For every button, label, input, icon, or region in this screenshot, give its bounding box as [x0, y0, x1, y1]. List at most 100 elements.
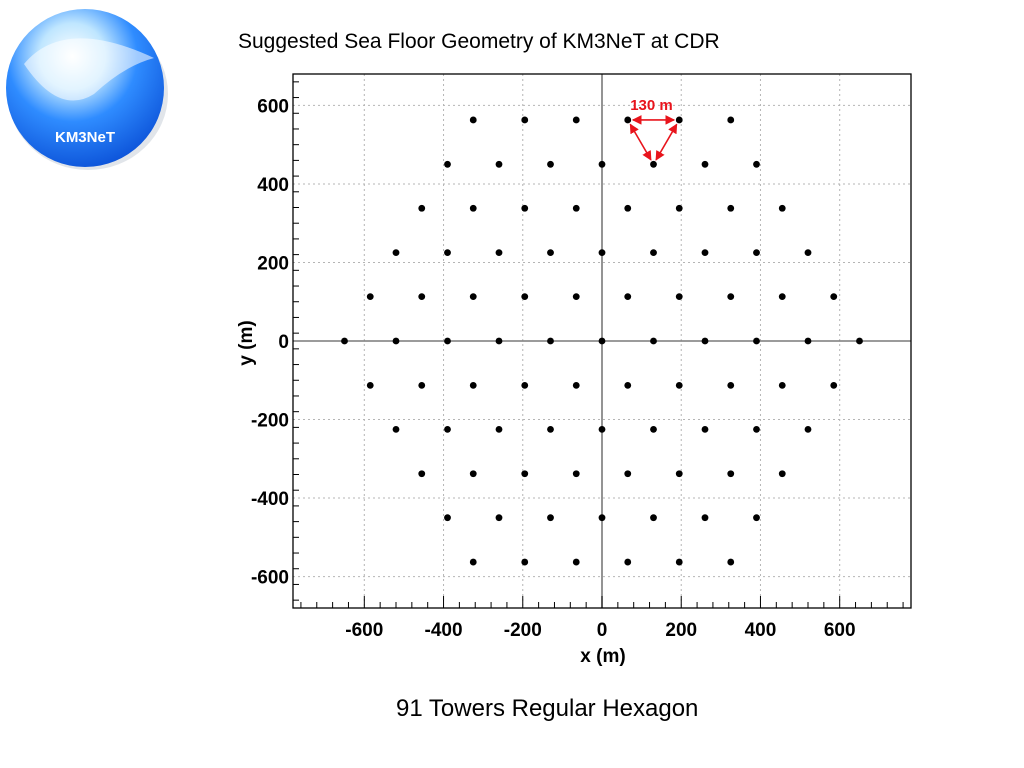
tower-point — [418, 470, 426, 478]
tower-point — [753, 249, 760, 257]
tower-point — [598, 514, 606, 522]
tower-point — [444, 425, 451, 433]
tower-point — [778, 204, 786, 212]
tower-point — [547, 425, 554, 433]
tower-point — [495, 514, 503, 522]
y-tick-label: 600 — [257, 96, 289, 117]
km3net-logo: KM3NeT — [6, 9, 168, 170]
tower-point — [469, 558, 477, 566]
tower-point — [495, 425, 503, 433]
tower-point — [469, 204, 477, 212]
tower-point — [598, 160, 606, 168]
tower-point — [521, 558, 529, 566]
tower-point — [392, 249, 400, 257]
tower-point — [392, 337, 400, 345]
tower-point — [624, 470, 632, 478]
tower-point — [830, 381, 838, 389]
tower-point — [444, 160, 451, 168]
spacing-annotation: 130 m — [629, 97, 678, 161]
logo-text: KM3NeT — [55, 129, 115, 146]
tower-point — [547, 514, 554, 522]
x-axis-label: x (m) — [580, 646, 625, 667]
tower-point — [624, 204, 632, 212]
tower-point — [675, 381, 683, 389]
spacing-arrow-right — [655, 123, 678, 161]
tower-point — [341, 337, 348, 345]
tower-point — [495, 337, 503, 345]
tower-point — [598, 337, 606, 345]
tower-point — [804, 249, 812, 257]
x-tick-label: -400 — [425, 620, 463, 641]
tower-point — [727, 116, 735, 124]
tower-point — [366, 293, 374, 301]
tower-point — [624, 116, 632, 124]
x-tick-label: 200 — [665, 620, 697, 641]
tower-point — [701, 425, 709, 433]
tower-point — [675, 558, 683, 566]
x-tick-label: 400 — [745, 620, 777, 641]
tower-point — [598, 425, 606, 433]
x-tick-label: 0 — [597, 620, 608, 641]
tower-point — [469, 293, 477, 301]
tower-point — [727, 470, 735, 478]
tower-point — [675, 470, 683, 478]
tower-point — [521, 116, 529, 124]
tower-point — [727, 381, 735, 389]
tower-point — [701, 337, 709, 345]
tower-point — [521, 204, 529, 212]
y-tick-label: 200 — [257, 253, 289, 274]
y-tick-label: -200 — [251, 411, 289, 432]
tower-point — [650, 160, 657, 168]
tower-point — [392, 425, 400, 433]
tower-point — [778, 470, 786, 478]
tower-point — [521, 470, 529, 478]
tower-point — [444, 337, 451, 345]
tower-point — [778, 381, 786, 389]
caption: 91 Towers Regular Hexagon — [396, 695, 699, 722]
tower-point — [701, 160, 709, 168]
tower-point — [701, 514, 709, 522]
tower-point — [418, 293, 426, 301]
tower-point — [753, 514, 760, 522]
tower-point — [366, 381, 374, 389]
tick-layer: -600 -400 -200 0 200 400 600 -600 -400 -200 0 200 40… — [251, 81, 904, 641]
y-tick-label: 400 — [257, 175, 289, 196]
tower-point — [547, 160, 554, 168]
tower-point — [572, 204, 580, 212]
tower-point — [469, 470, 477, 478]
tower-point — [547, 337, 554, 345]
y-axis-label: y (m) — [236, 320, 257, 365]
tower-point — [572, 381, 580, 389]
tower-point — [469, 381, 477, 389]
y-tick-label: -600 — [251, 568, 289, 589]
tower-point — [598, 249, 606, 257]
tower-point — [418, 204, 426, 212]
tower-point — [753, 160, 760, 168]
tower-point — [727, 293, 735, 301]
tower-point — [624, 381, 632, 389]
tower-point — [650, 514, 657, 522]
y-tick-label: -400 — [251, 489, 289, 510]
spacing-arrow-left — [629, 123, 652, 161]
tower-point — [469, 116, 477, 124]
x-tick-label: -200 — [504, 620, 542, 641]
tower-point — [572, 293, 580, 301]
x-tick-label: -600 — [345, 620, 383, 641]
tower-point — [444, 514, 451, 522]
tower-point — [675, 116, 683, 124]
tower-point — [650, 337, 657, 345]
tower-point — [444, 249, 451, 257]
tower-point — [572, 116, 580, 124]
tower-point — [521, 293, 529, 301]
tower-point — [624, 558, 632, 566]
grid-layer — [293, 74, 911, 608]
tower-point — [753, 425, 760, 433]
y-tick-label: 0 — [278, 332, 289, 353]
tower-point — [727, 558, 735, 566]
tower-point — [495, 160, 503, 168]
page-title: Suggested Sea Floor Geometry of KM3NeT a… — [238, 30, 720, 53]
tower-point — [856, 337, 863, 345]
tower-point — [753, 337, 760, 345]
tower-point — [701, 249, 709, 257]
